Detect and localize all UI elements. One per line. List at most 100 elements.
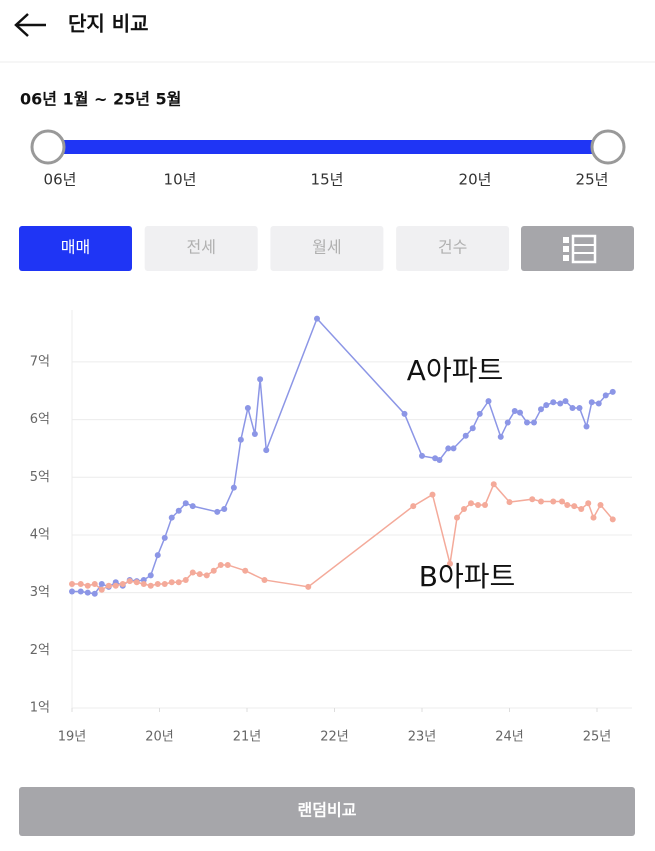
data-point [263,447,270,454]
data-point [583,423,590,430]
data-point [475,501,481,508]
data-point [261,576,268,583]
data-point [476,410,483,417]
data-point [112,582,119,589]
tab[interactable] [19,226,132,271]
data-point [468,500,474,507]
data-point [469,425,476,432]
data-point [237,436,244,443]
y-tick-label: 3억 [30,585,50,600]
data-point [450,445,457,452]
random-compare-button[interactable] [19,787,635,836]
data-point [524,419,530,426]
back-button[interactable] [14,13,46,37]
data-point [161,580,168,587]
range-handle[interactable] [30,129,66,165]
list-view-button[interactable] [521,226,634,271]
data-point [84,589,91,596]
data-point [511,407,518,414]
list-button-bg[interactable] [521,226,634,271]
data-point [504,419,511,426]
data-point [401,410,408,417]
data-point [436,456,443,463]
data-point [609,388,616,395]
data-point [105,582,112,589]
tab-label: 매매 [61,238,90,257]
slider-label: 20년 [459,171,492,189]
data-point [559,498,565,505]
data-point [410,503,417,510]
data-point [538,498,544,505]
tab[interactable] [144,226,258,271]
tab[interactable] [396,226,510,271]
range-handle[interactable] [590,129,626,165]
data-point [91,580,98,587]
data-point [196,571,203,578]
data-point [578,506,585,512]
data-point [182,576,189,583]
button-label: 랜덤비교 [298,801,357,820]
data-point [538,406,544,413]
data-point [529,496,536,503]
data-point [217,561,224,568]
data-point [564,501,571,508]
data-point [543,402,550,409]
slider-label: 06년 [44,171,77,189]
data-point [168,579,175,586]
x-tick-label: 24년 [495,730,524,745]
data-point [602,392,609,399]
data-point [230,484,237,491]
slider-label: 25년 [576,171,609,189]
y-tick-label: 5억 [30,470,50,485]
y-tick-label: 4억 [30,527,50,542]
data-point [576,405,583,412]
range-text: 06년 1월 ~ 25년 5월 [20,90,181,109]
series-line [72,317,614,595]
x-tick-label: 23년 [408,730,437,745]
data-point [588,399,595,406]
data-point [506,499,513,506]
slider-label: 10년 [164,171,197,189]
data-point [482,501,488,508]
y-tick-label: 6억 [30,412,50,427]
x-tick-label: 22년 [320,730,349,745]
data-point [77,580,84,587]
data-point [69,580,75,587]
data-point [203,572,210,579]
data-point [571,503,578,510]
series-label: A아파트 [407,354,503,387]
icon [563,237,569,243]
series-label: B아파트 [419,560,516,593]
x-tick-label: 25년 [583,730,612,745]
icon [563,255,569,261]
range-track[interactable] [48,140,608,154]
icon [563,246,569,252]
y-tick-label: 2억 [30,643,50,658]
x-tick-label: 19년 [58,730,87,745]
data-point [550,498,557,505]
data-point [69,588,75,595]
tab[interactable] [270,226,384,271]
data-point [182,500,189,507]
y-tick-label: 7억 [30,354,50,369]
back-arrow-head [14,13,29,37]
data-point [609,516,616,523]
data-point [154,552,161,559]
data-point [147,582,154,589]
data-point [154,580,161,587]
data-point [531,419,537,426]
data-point [221,506,228,512]
data-point [224,561,231,568]
data-point [133,579,140,586]
data-point [461,506,467,512]
data-point [462,432,469,439]
data-point [517,409,523,416]
data-point [214,508,221,515]
data-point [77,588,84,595]
x-tick-label: 21년 [233,730,262,745]
data-point [175,507,182,514]
data-point [98,586,105,593]
data-point [562,398,569,405]
